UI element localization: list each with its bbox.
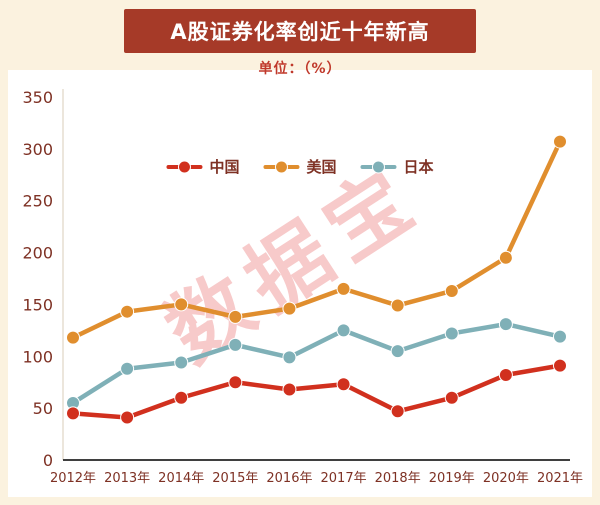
series-2-point [282, 350, 297, 365]
series-0-point [120, 410, 135, 425]
series-1-line [70, 139, 563, 340]
title-banner: A股证券化率创近十年新高 [124, 9, 476, 53]
y-tick-label: 50 [33, 399, 53, 418]
series-2-point [390, 344, 405, 359]
x-tick-label: 2018年 [375, 471, 421, 486]
series-2-point [174, 355, 189, 370]
y-tick-label: 100 [22, 347, 53, 366]
x-tick-label: 2016年 [266, 471, 312, 486]
series-2-point [228, 337, 243, 352]
series-1-point [282, 301, 297, 316]
series-1-point [174, 297, 189, 312]
y-tick-label: 0 [43, 451, 53, 470]
series-1-point [390, 298, 405, 313]
series-0-point [498, 367, 513, 382]
series-1-point [444, 283, 459, 298]
series-2-point [120, 361, 135, 376]
series-0-line [70, 363, 563, 420]
x-tick-label: 2014年 [158, 471, 204, 486]
series-0-point [390, 404, 405, 419]
series-0-point [174, 390, 189, 405]
header: A股证券化率创近十年新高 单位：（%） [0, 0, 600, 78]
y-tick-label: 300 [22, 140, 53, 159]
x-tick-label: 2019年 [429, 471, 475, 486]
y-tick-label: 250 [22, 192, 53, 211]
chart-panel: 数据宝 0 50 100 150 200 250 300 350 2012年 2013年 2014年… [8, 70, 592, 497]
series-0-point [336, 377, 351, 392]
series-0-point [282, 382, 297, 397]
legend-dot-icon [373, 161, 385, 172]
page-title: A股证券化率创近十年新高 [170, 20, 430, 44]
series-2-line [70, 321, 563, 406]
series-1-point [66, 330, 80, 345]
x-tick-label: 2017年 [321, 471, 367, 486]
x-tick-label: 2012年 [50, 471, 96, 486]
y-tick-label: 350 [22, 88, 53, 107]
legend-marker-series-1 [263, 160, 300, 173]
series-1-point [498, 250, 513, 265]
series-0-point [66, 406, 80, 421]
series-2-point [444, 326, 459, 341]
y-tick-label: 150 [22, 295, 53, 314]
x-tick-label: 2020年 [483, 471, 529, 486]
legend-label-series-0: 中国 [209, 158, 240, 176]
series-0-point [444, 390, 459, 405]
series-1-point [336, 281, 351, 296]
x-tick-label: 2015年 [212, 471, 258, 486]
series-2-point [336, 323, 351, 338]
legend-label-series-1: 美国 [306, 158, 337, 176]
series-2-point [498, 317, 513, 332]
line-chart: 0 50 100 150 200 250 300 350 2012年 2013年 2014年 2015… [22, 88, 583, 486]
series-1-point [228, 309, 243, 324]
series-0-point [228, 375, 243, 390]
y-tick-label: 200 [22, 244, 53, 263]
legend-item-series-1: 美国 [263, 156, 337, 177]
chart-legend: 中国 美国 日本 [166, 156, 434, 177]
series-1-point [553, 134, 567, 149]
series-1-point [120, 304, 135, 319]
series-2-point [553, 329, 567, 344]
legend-label-series-2: 日本 [403, 158, 434, 176]
legend-item-series-0: 中国 [166, 156, 239, 177]
unit-label: 单位：（%） [258, 61, 342, 77]
legend-marker-series-0 [166, 160, 203, 173]
x-tick-label: 2013年 [104, 471, 150, 486]
legend-item-series-2: 日本 [360, 156, 434, 177]
legend-dot-icon [178, 161, 190, 172]
series-0-point [553, 358, 567, 373]
legend-marker-series-2 [360, 160, 397, 173]
x-tick-label: 2021年 [537, 471, 583, 486]
legend-dot-icon [275, 161, 287, 172]
